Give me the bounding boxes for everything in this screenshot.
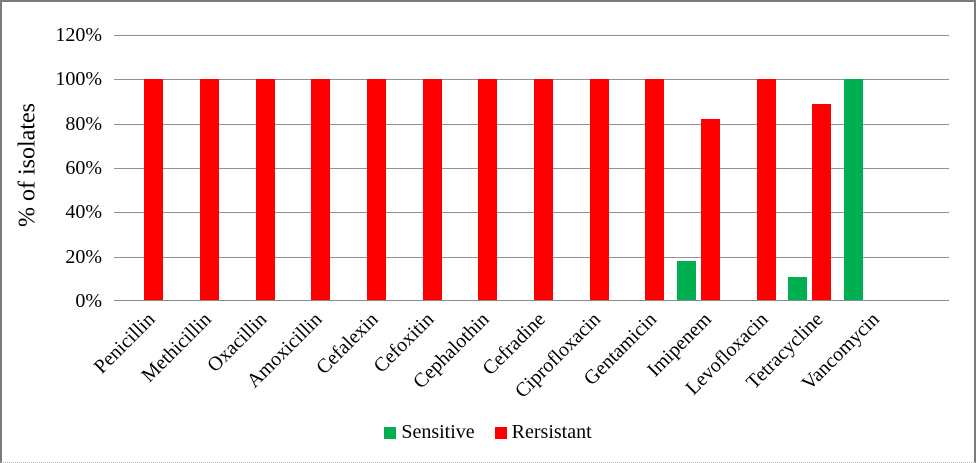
bar-rersistant-amoxicillin — [311, 79, 331, 301]
category-slot — [838, 35, 894, 301]
legend-item-rersistant: Rersistant — [494, 421, 592, 444]
category-slot — [337, 35, 393, 301]
bar-rersistant-penicillin — [144, 79, 164, 301]
bar-sensitive-vancomycin — [844, 79, 864, 301]
category-slot — [671, 35, 727, 301]
legend-swatch-icon — [384, 426, 397, 439]
bar-rersistant-ciprofloxacin — [589, 79, 609, 301]
category-slot — [559, 35, 615, 301]
bar-rersistant-gentamicin — [645, 79, 665, 301]
gridline-40 — [114, 212, 949, 213]
category-slot — [448, 35, 504, 301]
bar-rersistant-imipenem — [701, 119, 721, 301]
y-tick-label: 20% — [65, 246, 102, 268]
plot-area — [114, 35, 949, 301]
gridline-100 — [114, 79, 949, 80]
category-slot — [170, 35, 226, 301]
category-slot — [392, 35, 448, 301]
legend-swatch-icon — [494, 426, 507, 439]
legend: Sensitive Rersistant — [2, 421, 974, 444]
bar-rersistant-methicillin — [200, 79, 219, 301]
legend-label: Rersistant — [511, 421, 592, 443]
gridline-120 — [114, 35, 949, 36]
bar-rersistant-cephalothin — [478, 79, 498, 301]
empty-slot — [893, 35, 949, 301]
category-slot — [615, 35, 671, 301]
bar-sensitive-imipenem — [677, 261, 697, 301]
y-tick-label: 40% — [65, 201, 102, 223]
category-slot — [726, 35, 782, 301]
y-tick-label: 100% — [55, 68, 102, 90]
legend-label: Sensitive — [401, 421, 475, 443]
x-axis-line — [114, 300, 949, 301]
bar-sensitive-tetracycline — [788, 277, 808, 301]
gridline-60 — [114, 168, 949, 169]
category-slot — [225, 35, 281, 301]
y-tick-label: 60% — [65, 157, 102, 179]
gridline-20 — [114, 257, 949, 258]
bar-rersistant-cefradine — [534, 79, 554, 301]
bar-rersistant-oxacillin — [255, 79, 275, 301]
category-slot — [504, 35, 560, 301]
category-slot — [782, 35, 838, 301]
bar-rersistant-cefalexin — [367, 79, 387, 301]
bar-rersistant-tetracycline — [812, 104, 832, 301]
category-slot — [114, 35, 170, 301]
legend-item-sensitive: Sensitive — [384, 421, 475, 444]
bar-rersistant-levofloxacin — [756, 79, 776, 301]
category-slot — [281, 35, 337, 301]
bar-series-area — [114, 35, 949, 301]
y-tick-label: 0% — [75, 290, 102, 312]
y-tick-label: 120% — [55, 24, 102, 46]
y-tick-label: 80% — [65, 113, 102, 135]
bar-rersistant-cefoxitin — [422, 79, 442, 301]
gridline-80 — [114, 124, 949, 125]
